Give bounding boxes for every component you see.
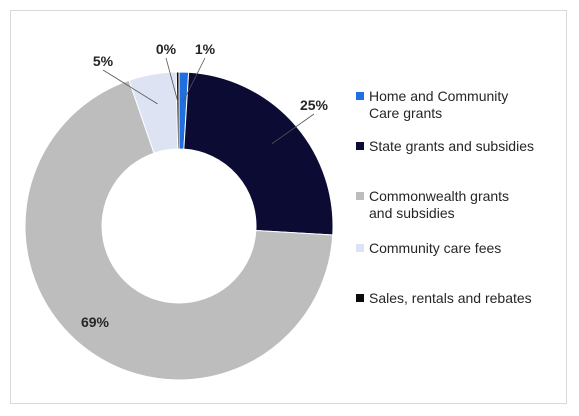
donut-slices	[24, 71, 334, 381]
leader-lines	[102, 57, 315, 145]
slice-state-grants-and-subsidies	[183, 71, 334, 236]
slice-labels: 1% 25% 69% 5% 0%	[81, 41, 329, 330]
slice-label-state-grants-and-subsidies: 25%	[300, 97, 329, 113]
legend-swatch	[356, 142, 364, 150]
slice-sales-rentals-and-rebates	[175, 71, 180, 150]
leader-line-community-care-fees	[102, 69, 158, 105]
legend-item-sales-rentals-and-rebates: Sales, rentals and rebates	[356, 290, 571, 307]
slice-label-commonwealth-grants-and-subsidies: 69%	[81, 314, 110, 330]
legend-item-home-and-community-care-grants: Home and Community Care grants	[356, 88, 571, 122]
leader-line-sales-rentals-and-rebates	[165, 57, 179, 103]
slice-commonwealth-grants-and-subsidies	[24, 79, 334, 381]
legend-item-community-care-fees: Community care fees	[356, 240, 571, 257]
legend-label: Commonwealth grants and subsidies	[369, 188, 510, 221]
legend-item-commonwealth-grants-and-subsidies: Commonwealth grants and subsidies	[356, 188, 571, 222]
slice-label-sales-rentals-and-rebates: 0%	[156, 41, 177, 57]
legend-label: State grants and subsidies	[369, 138, 534, 154]
slice-label-home-and-community-care-grants: 1%	[195, 41, 216, 57]
legend-item-state-grants-and-subsidies: State grants and subsidies	[356, 138, 571, 155]
legend-swatch	[356, 92, 364, 100]
leader-line-home-and-community-care-grants	[182, 57, 206, 103]
legend-swatch	[356, 192, 364, 200]
legend-label: Sales, rentals and rebates	[369, 290, 532, 306]
legend-swatch	[356, 294, 364, 302]
legend-label: Community care fees	[369, 240, 502, 256]
legend-label: Home and Community Care grants	[369, 88, 509, 121]
leader-line-state-grants-and-subsidies	[271, 113, 315, 145]
legend-swatch	[356, 244, 364, 252]
slice-label-community-care-fees: 5%	[93, 53, 114, 69]
